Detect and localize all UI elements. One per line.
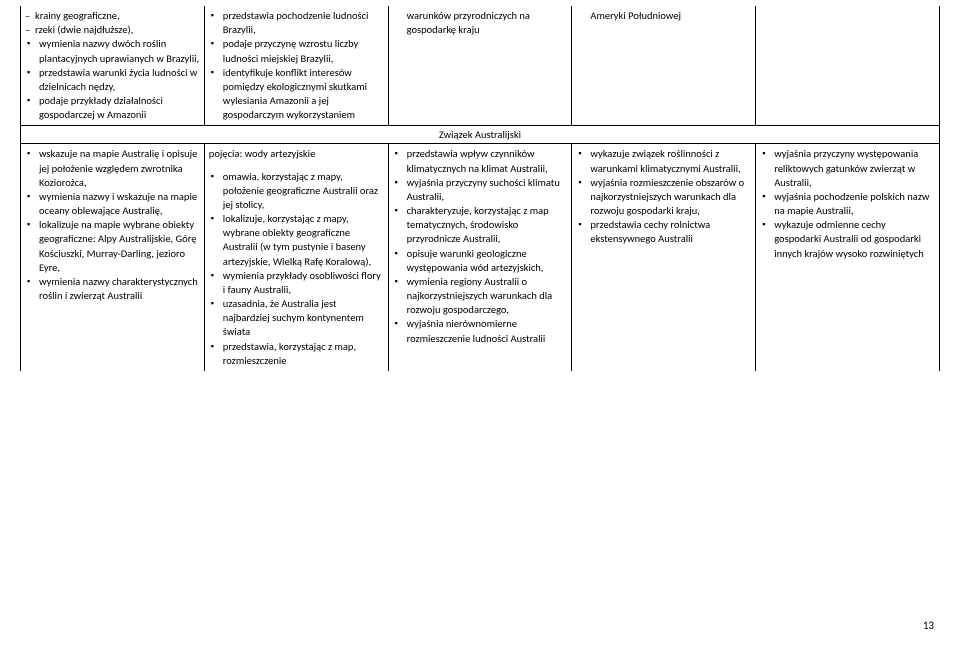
cell-r1-c1: krainy geograficzne, rzeki (dwie najdłuż… [21, 6, 205, 126]
continuation-text: Ameryki Południowej [576, 9, 751, 23]
list-item: wyjaśnia przyczyny występowania reliktow… [774, 147, 935, 190]
cell-r1-c2: przedstawia pochodzenie ludności Brazyli… [204, 6, 388, 126]
bullet-list: wyjaśnia przyczyny występowania reliktow… [760, 147, 935, 260]
list-item: lokalizuje, korzystając z mapy, wybrane … [223, 212, 384, 269]
list-item: rzeki (dwie najdłuższe), [35, 23, 200, 37]
list-item: wyjaśnia pochodzenie polskich nazw na ma… [774, 190, 935, 218]
intro-text: pojęcia: wody artezyjskie [209, 147, 384, 161]
table-row: wskazuje na mapie Australię i opisuje je… [21, 144, 940, 371]
list-item: omawia, korzystając z mapy, położenie ge… [223, 170, 384, 213]
bullet-list: wskazuje na mapie Australię i opisuje je… [25, 147, 200, 303]
list-item: wymienia przykłady osobliwości flory i f… [223, 269, 384, 297]
content-table: krainy geograficzne, rzeki (dwie najdłuż… [20, 6, 940, 371]
list-item: podaje przykłady działalności gospodarcz… [39, 94, 200, 122]
bullet-list: przedstawia wpływ czynników klimatycznyc… [393, 147, 568, 345]
list-item: wymienia nazwy i wskazuje na mapie ocean… [39, 190, 200, 218]
list-item: wykazuje odmienne cechy gospodarki Austr… [774, 218, 935, 261]
list-item: wymienia regiony Australii o najkorzystn… [407, 275, 568, 318]
list-item: wskazuje na mapie Australię i opisuje je… [39, 147, 200, 190]
bullet-list: wykazuje związek roślinności z warunkami… [576, 147, 751, 246]
dash-list: krainy geograficzne, rzeki (dwie najdłuż… [25, 9, 200, 37]
cell-r1-c4: Ameryki Południowej [572, 6, 756, 126]
list-item: wyjaśnia przyczyny suchości klimatu Aust… [407, 176, 568, 204]
page-number: 13 [923, 619, 934, 632]
cell-r2-c3: przedstawia wpływ czynników klimatycznyc… [388, 144, 572, 371]
cell-r1-c3: warunków przyrodniczych na gospodarkę kr… [388, 6, 572, 126]
list-item: przedstawia cechy rolnictwa ekstensywneg… [590, 218, 751, 246]
cell-r1-c5 [756, 6, 940, 126]
bullet-list: przedstawia pochodzenie ludności Brazyli… [209, 9, 384, 122]
section-title-cell: Związek Australijski [21, 126, 940, 144]
list-item: charakteryzuje, korzystając z map tematy… [407, 204, 568, 247]
section-header-row: Związek Australijski [21, 126, 940, 144]
continuation-text: warunków przyrodniczych na gospodarkę kr… [393, 9, 568, 37]
list-item: podaje przyczynę wzrostu liczby ludności… [223, 37, 384, 65]
bullet-list: wymienia nazwy dwóch roślin plantacyjnyc… [25, 37, 200, 122]
list-item: wymienia nazwy dwóch roślin plantacyjnyc… [39, 37, 200, 65]
list-item: krainy geograficzne, [35, 9, 200, 23]
list-item: wymienia nazwy charakterystycznych rośli… [39, 275, 200, 303]
list-item: przedstawia wpływ czynników klimatycznyc… [407, 147, 568, 175]
cell-r2-c2: pojęcia: wody artezyjskie omawia, korzys… [204, 144, 388, 371]
list-item: opisuje warunki geologiczne występowania… [407, 247, 568, 275]
list-item: przedstawia pochodzenie ludności Brazyli… [223, 9, 384, 37]
cell-r2-c1: wskazuje na mapie Australię i opisuje je… [21, 144, 205, 371]
bullet-list: omawia, korzystając z mapy, położenie ge… [209, 170, 384, 368]
list-item: lokalizuje na mapie wybrane obiekty geog… [39, 218, 200, 275]
list-item: identyfikuje konflikt interesów pomiędzy… [223, 66, 384, 123]
list-item: przedstawia, korzystając z map, rozmiesz… [223, 340, 384, 368]
section-title: Związek Australijski [439, 128, 521, 141]
cell-r2-c5: wyjaśnia przyczyny występowania reliktow… [756, 144, 940, 371]
cell-r2-c4: wykazuje związek roślinności z warunkami… [572, 144, 756, 371]
list-item: uzasadnia, że Australia jest najbardziej… [223, 297, 384, 340]
list-item: wykazuje związek roślinności z warunkami… [590, 147, 751, 175]
page-container: krainy geograficzne, rzeki (dwie najdłuż… [0, 0, 960, 640]
list-item: wyjaśnia nierównomierne rozmieszczenie l… [407, 317, 568, 345]
list-item: przedstawia warunki życia ludności w dzi… [39, 66, 200, 94]
list-item: wyjaśnia rozmieszczenie obszarów o najko… [590, 176, 751, 219]
table-row: krainy geograficzne, rzeki (dwie najdłuż… [21, 6, 940, 126]
